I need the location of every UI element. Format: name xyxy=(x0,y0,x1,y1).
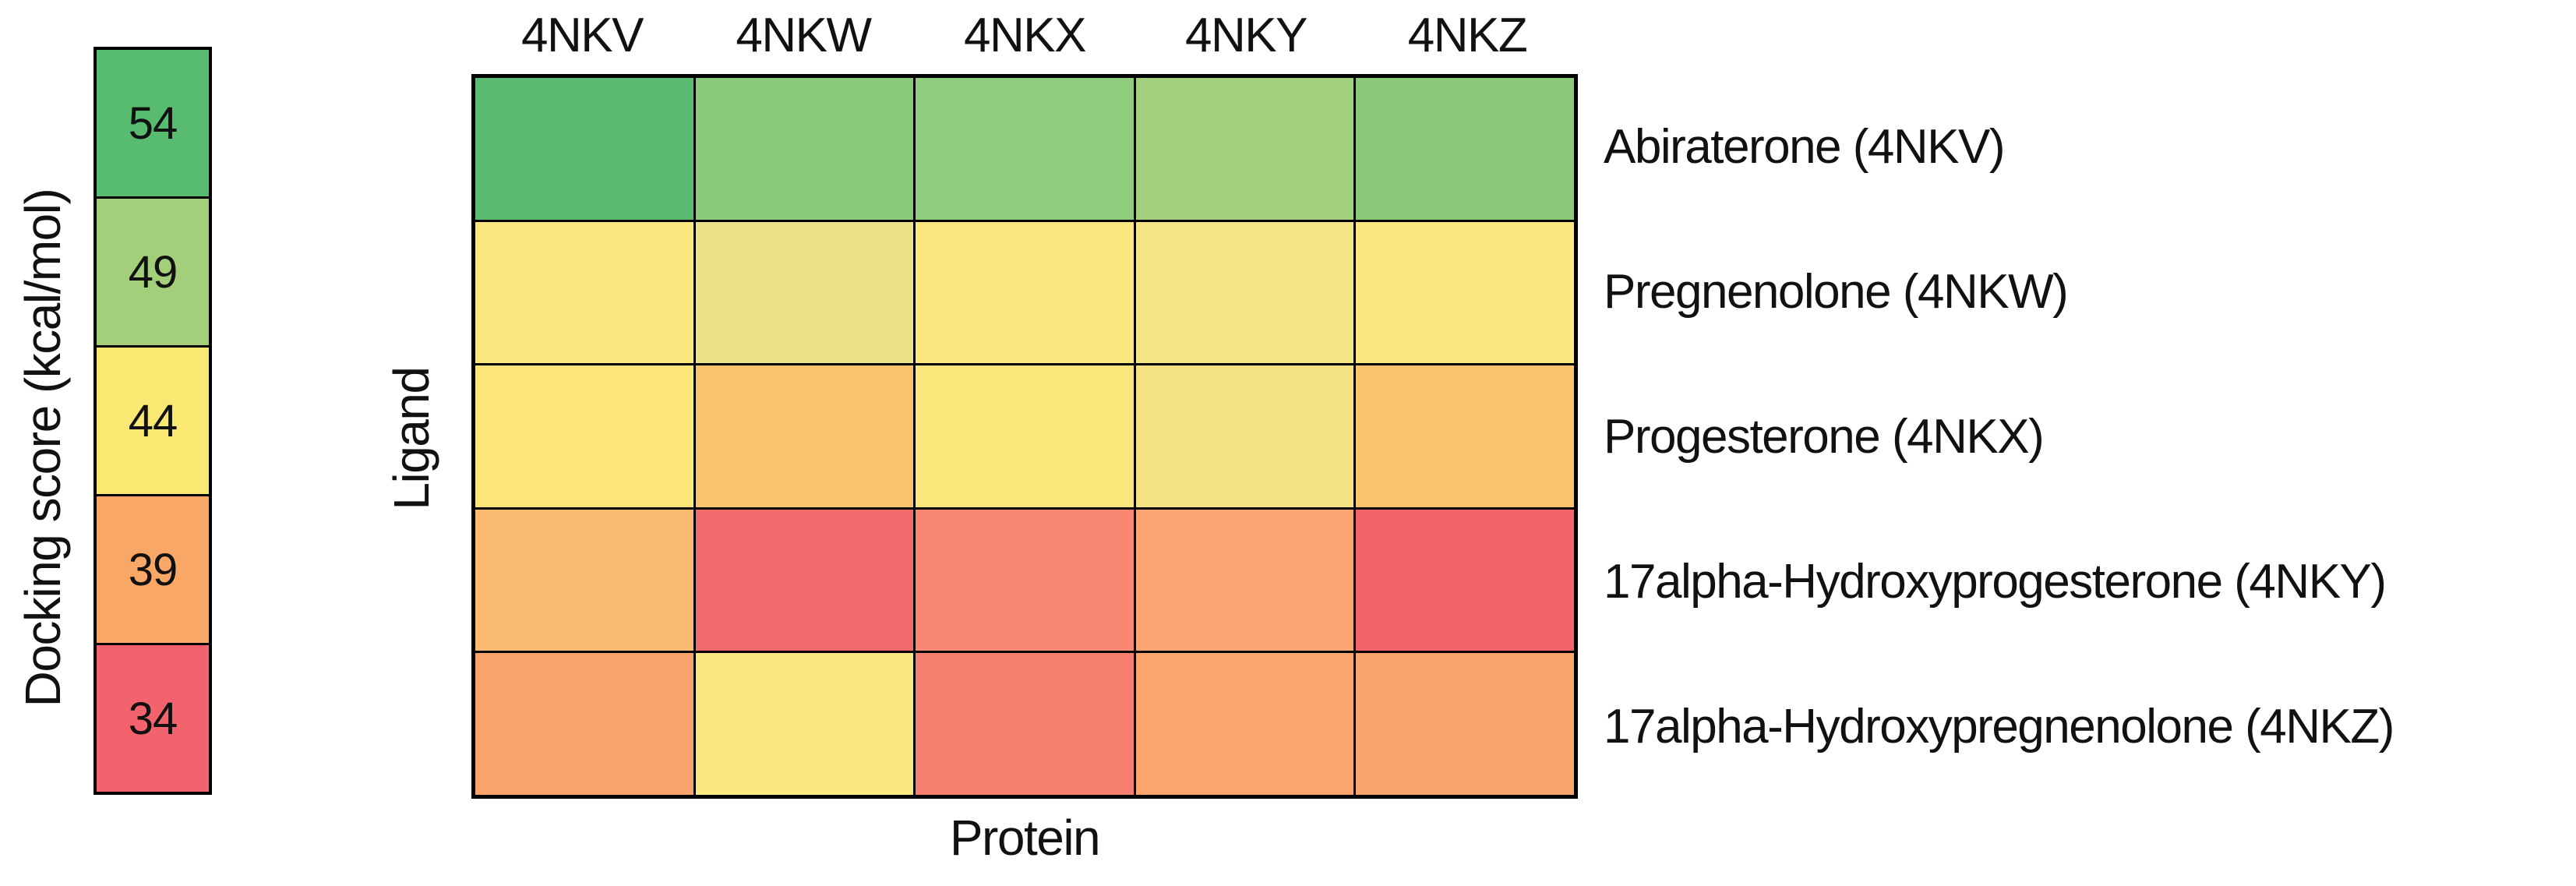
heatmap-cell-4nky-row4 xyxy=(1135,509,1354,651)
heatmap-cell-4nkx-row1 xyxy=(916,78,1134,220)
heatmap-cell-4nkz-row2 xyxy=(1356,221,1574,364)
y-axis-label: Ligand xyxy=(383,367,439,510)
colorbar-step-54: 54 xyxy=(97,50,209,196)
heatmap-cell-4nkw-row3 xyxy=(695,365,914,507)
colorbar-legend: 54 49 44 39 34 xyxy=(94,47,212,795)
colorbar-tick-label: 39 xyxy=(128,544,178,595)
row-label-17alpha-hydroxypregnenolone: 17alpha-Hydroxypregnenolone (4NKZ) xyxy=(1604,699,2394,754)
colorbar-tick-label: 49 xyxy=(128,246,178,298)
heatmap-cell-4nkz-row3 xyxy=(1356,365,1574,507)
heatmap-cell-4nkx-row5 xyxy=(916,653,1134,795)
colorbar-tick-label: 54 xyxy=(128,97,178,149)
heatmap-cell-4nkx-row4 xyxy=(916,509,1134,651)
heatmap-cell-4nkw-row5 xyxy=(695,653,914,795)
heatmap-cell-4nkv-row4 xyxy=(475,509,693,651)
column-header-4nkv: 4NKV xyxy=(521,8,644,62)
heatmap-cell-4nkv-row5 xyxy=(475,653,693,795)
heatmap-cell-4nky-row1 xyxy=(1135,78,1354,220)
colorbar-step-34: 34 xyxy=(97,645,209,792)
row-labels: Abiraterone (4NKV) Pregnenolone (4NKW) P… xyxy=(1604,74,2570,799)
heatmap-cell-4nkx-row2 xyxy=(916,221,1134,364)
colorbar-tick-label: 34 xyxy=(128,693,178,744)
colorbar-axis-label: Docking score (kcal/mol) xyxy=(15,189,71,708)
column-header-4nkx: 4NKX xyxy=(964,8,1086,62)
colorbar-tick-label: 44 xyxy=(128,395,178,447)
colorbar-step-49: 49 xyxy=(97,199,209,345)
row-label-abiraterone: Abiraterone (4NKV) xyxy=(1604,119,2006,174)
heatmap-cell-4nkv-row1 xyxy=(475,78,693,220)
x-axis-label: Protein xyxy=(949,810,1101,866)
column-headers: 4NKV 4NKW 4NKX 4NKY 4NKZ xyxy=(471,3,1578,67)
column-header-4nky: 4NKY xyxy=(1185,8,1307,62)
heatmap-cell-4nkx-row3 xyxy=(916,365,1134,507)
row-label-pregnenolone: Pregnenolone (4NKW) xyxy=(1604,264,2069,319)
heatmap-cell-4nkz-row1 xyxy=(1356,78,1574,220)
heatmap-cell-4nkz-row4 xyxy=(1356,509,1574,651)
heatmap-cell-4nkv-row3 xyxy=(475,365,693,507)
heatmap-cell-4nkw-row2 xyxy=(695,221,914,364)
column-header-4nkz: 4NKZ xyxy=(1407,8,1528,62)
column-header-4nkw: 4NKW xyxy=(736,8,872,62)
colorbar-step-44: 44 xyxy=(97,348,209,494)
heatmap-cell-4nky-row3 xyxy=(1135,365,1354,507)
row-label-17alpha-hydroxyprogesterone: 17alpha-Hydroxyprogesterone (4NKY) xyxy=(1604,554,2387,609)
heatmap-cell-4nky-row5 xyxy=(1135,653,1354,795)
heatmap-cell-4nkw-row4 xyxy=(695,509,914,651)
row-label-progesterone: Progesterone (4NKX) xyxy=(1604,409,2045,464)
colorbar-step-39: 39 xyxy=(97,496,209,643)
heatmap-cell-4nky-row2 xyxy=(1135,221,1354,364)
heatmap-grid xyxy=(471,74,1578,799)
heatmap-cell-4nkw-row1 xyxy=(695,78,914,220)
heatmap-cell-4nkv-row2 xyxy=(475,221,693,364)
heatmap-cell-4nkz-row5 xyxy=(1356,653,1574,795)
